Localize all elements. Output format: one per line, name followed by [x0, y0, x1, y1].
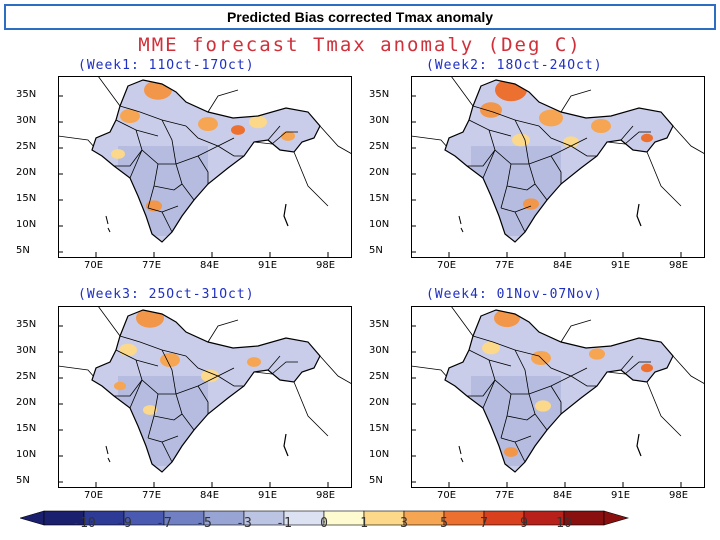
lat-label: 30N	[16, 115, 37, 126]
lat-label: 25N	[16, 141, 37, 152]
week3-map	[58, 306, 352, 488]
color-legend	[20, 510, 630, 526]
lon-label: 91E	[611, 260, 631, 271]
map-title: MME forecast Tmax anomaly (Deg C)	[138, 34, 582, 56]
lon-label: 70E	[437, 490, 457, 501]
legend-label: -1	[276, 516, 292, 531]
lon-label: 84E	[553, 490, 573, 501]
lat-label: 5N	[16, 245, 30, 256]
lat-label: 25N	[16, 371, 37, 382]
lat-label: 15N	[16, 193, 37, 204]
legend-label: 7	[480, 516, 488, 531]
lat-label: 30N	[369, 115, 390, 126]
lat-label: 5N	[369, 245, 383, 256]
lat-label: 35N	[16, 89, 37, 100]
lon-label: 77E	[495, 490, 515, 501]
lat-label: 15N	[369, 193, 390, 204]
lat-label: 35N	[16, 319, 37, 330]
lat-label: 10N	[16, 449, 37, 460]
lat-label: 10N	[369, 449, 390, 460]
lon-label: 98E	[669, 490, 689, 501]
legend-label: -3	[236, 516, 252, 531]
lat-label: 20N	[369, 397, 390, 408]
lat-label: 10N	[369, 219, 390, 230]
lon-label: 91E	[611, 490, 631, 501]
lat-label: 10N	[16, 219, 37, 230]
lat-label: 20N	[16, 167, 37, 178]
lon-label: 98E	[669, 260, 689, 271]
lat-label: 5N	[369, 475, 383, 486]
lat-label: 25N	[369, 371, 390, 382]
lon-label: 77E	[495, 260, 515, 271]
banner: Predicted Bias corrected Tmax anomaly	[4, 4, 716, 30]
lat-label: 5N	[16, 475, 30, 486]
legend-label: 0	[320, 516, 328, 531]
week4-title: (Week4: 01Nov-07Nov)	[426, 287, 603, 302]
week1-title: (Week1: 11Oct-17Oct)	[78, 58, 255, 73]
week2-title: (Week2: 18Oct-24Oct)	[426, 58, 603, 73]
lon-label: 70E	[84, 490, 104, 501]
lon-label: 91E	[258, 260, 278, 271]
lat-label: 20N	[369, 167, 390, 178]
lon-label: 77E	[142, 260, 162, 271]
lon-label: 70E	[437, 260, 457, 271]
legend-label: -7	[156, 516, 172, 531]
week3-title: (Week3: 25Oct-31Oct)	[78, 287, 255, 302]
lon-label: 91E	[258, 490, 278, 501]
lat-label: 15N	[16, 423, 37, 434]
legend-label: -5	[196, 516, 212, 531]
week4-map	[411, 306, 705, 488]
lon-label: 98E	[316, 260, 336, 271]
lon-label: 84E	[200, 260, 220, 271]
lon-label: 98E	[316, 490, 336, 501]
lon-label: 77E	[142, 490, 162, 501]
lat-label: 35N	[369, 89, 390, 100]
legend-label: 1	[360, 516, 368, 531]
lon-label: 70E	[84, 260, 104, 271]
week1-map	[58, 76, 352, 258]
lat-label: 30N	[369, 345, 390, 356]
lon-label: 84E	[200, 490, 220, 501]
legend-label: 5	[440, 516, 448, 531]
legend-label: 9	[520, 516, 528, 531]
banner-title: Predicted Bias corrected Tmax anomaly	[6, 6, 714, 28]
lat-label: 15N	[369, 423, 390, 434]
lon-label: 84E	[553, 260, 573, 271]
legend-label: 3	[400, 516, 408, 531]
lat-label: 30N	[16, 345, 37, 356]
legend-label: -9	[116, 516, 132, 531]
legend-label: -10	[72, 516, 96, 531]
week2-map	[411, 76, 705, 258]
lat-label: 25N	[369, 141, 390, 152]
lat-label: 20N	[16, 397, 37, 408]
lat-label: 35N	[369, 319, 390, 330]
legend-label: 10	[556, 516, 572, 531]
